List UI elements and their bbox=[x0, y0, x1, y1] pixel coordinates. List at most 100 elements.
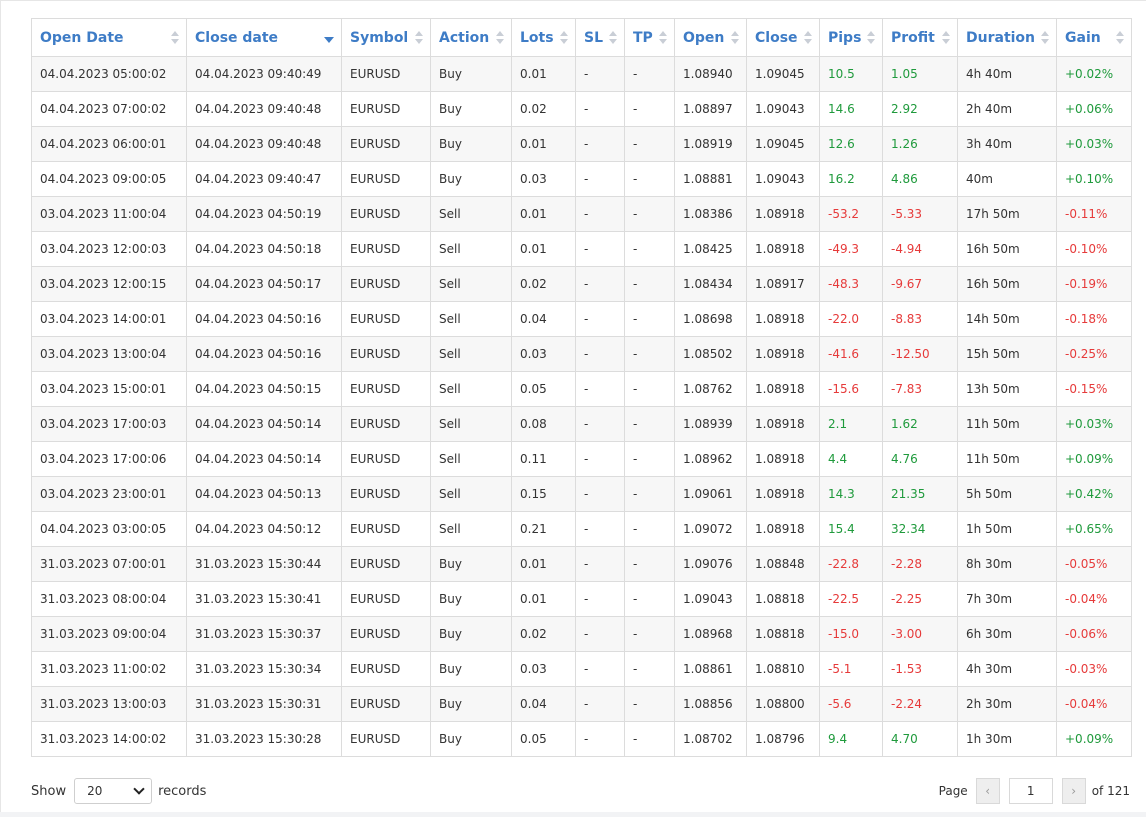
cell-gain: +0.03% bbox=[1056, 126, 1132, 162]
cell-action: Buy bbox=[430, 581, 512, 617]
table-row: 04.04.2023 05:00:02 04.04.2023 09:40:49 EU… bbox=[31, 56, 1132, 92]
cell-pips: -49.3 bbox=[819, 231, 883, 267]
cell-close-date: 04.04.2023 04:50:13 bbox=[186, 476, 342, 512]
column-header-symbol[interactable]: Symbol bbox=[341, 18, 431, 57]
cell-open-date: 31.03.2023 07:00:01 bbox=[31, 546, 187, 582]
records-per-page-select[interactable]: 20 bbox=[74, 778, 153, 804]
column-header-sl[interactable]: SL bbox=[575, 18, 625, 57]
cell-duration: 5h 50m bbox=[957, 476, 1057, 512]
cell-action: Sell bbox=[430, 231, 512, 267]
column-header-tp[interactable]: TP bbox=[624, 18, 675, 57]
cell-profit: 32.34 bbox=[882, 511, 958, 547]
cell-action: Sell bbox=[430, 301, 512, 337]
cell-duration: 11h 50m bbox=[957, 406, 1057, 442]
cell-tp: - bbox=[624, 441, 675, 477]
cell-gain: +0.42% bbox=[1056, 476, 1132, 512]
cell-profit: -9.67 bbox=[882, 266, 958, 302]
cell-symbol: EURUSD bbox=[341, 441, 431, 477]
cell-lots: 0.01 bbox=[511, 581, 576, 617]
cell-open-date: 04.04.2023 09:00:05 bbox=[31, 161, 187, 197]
cell-gain: -0.11% bbox=[1056, 196, 1132, 232]
cell-action: Sell bbox=[430, 336, 512, 372]
cell-symbol: EURUSD bbox=[341, 126, 431, 162]
records-per-page-value: 20 bbox=[87, 784, 103, 798]
column-header-label: Symbol bbox=[350, 29, 409, 46]
cell-open: 1.08698 bbox=[674, 301, 747, 337]
cell-close-date: 04.04.2023 04:50:15 bbox=[186, 371, 342, 407]
cell-action: Sell bbox=[430, 511, 512, 547]
sort-icon bbox=[496, 31, 504, 45]
page-number-input[interactable]: 1 bbox=[1008, 778, 1053, 804]
column-header-pips[interactable]: Pips bbox=[819, 18, 883, 57]
cell-lots: 0.03 bbox=[511, 651, 576, 687]
cell-open: 1.08940 bbox=[674, 56, 747, 92]
cell-action: Sell bbox=[430, 406, 512, 442]
column-header-close-date[interactable]: Close date bbox=[186, 18, 342, 57]
column-header-label: Duration bbox=[966, 29, 1036, 46]
cell-lots: 0.03 bbox=[511, 336, 576, 372]
column-header-gain[interactable]: Gain bbox=[1056, 18, 1132, 57]
column-header-close[interactable]: Close bbox=[746, 18, 820, 57]
cell-tp: - bbox=[624, 406, 675, 442]
column-header-profit[interactable]: Profit bbox=[882, 18, 958, 57]
cell-pips: 15.4 bbox=[819, 511, 883, 547]
table-row: 31.03.2023 13:00:03 31.03.2023 15:30:31 EU… bbox=[31, 686, 1132, 722]
cell-sl: - bbox=[575, 546, 625, 582]
cell-action: Buy bbox=[430, 651, 512, 687]
next-page-button[interactable]: › bbox=[1061, 778, 1086, 804]
cell-pips: -48.3 bbox=[819, 266, 883, 302]
cell-open-date: 31.03.2023 09:00:04 bbox=[31, 616, 187, 652]
cell-close-date: 31.03.2023 15:30:31 bbox=[186, 686, 342, 722]
cell-action: Sell bbox=[430, 196, 512, 232]
cell-lots: 0.04 bbox=[511, 686, 576, 722]
page-number-value: 1 bbox=[1026, 784, 1035, 798]
cell-duration: 1h 50m bbox=[957, 511, 1057, 547]
column-header-duration[interactable]: Duration bbox=[957, 18, 1057, 57]
cell-close: 1.08800 bbox=[746, 686, 820, 722]
cell-close: 1.09043 bbox=[746, 161, 820, 197]
cell-open-date: 03.04.2023 17:00:06 bbox=[31, 441, 187, 477]
cell-pips: -5.6 bbox=[819, 686, 883, 722]
column-header-open-date[interactable]: Open Date bbox=[31, 18, 187, 57]
sort-icon bbox=[1116, 31, 1124, 45]
cell-profit: -12.50 bbox=[882, 336, 958, 372]
cell-gain: -0.04% bbox=[1056, 581, 1132, 617]
sort-icon bbox=[804, 31, 812, 45]
cell-open-date: 04.04.2023 06:00:01 bbox=[31, 126, 187, 162]
column-header-open[interactable]: Open bbox=[674, 18, 747, 57]
cell-close-date: 31.03.2023 15:30:37 bbox=[186, 616, 342, 652]
prev-page-button[interactable]: ‹ bbox=[975, 778, 1000, 804]
cell-duration: 6h 30m bbox=[957, 616, 1057, 652]
chevron-right-icon: › bbox=[1071, 784, 1077, 798]
cell-gain: +0.03% bbox=[1056, 406, 1132, 442]
cell-close-date: 04.04.2023 04:50:17 bbox=[186, 266, 342, 302]
column-header-label: Open Date bbox=[40, 29, 124, 46]
cell-open: 1.08434 bbox=[674, 266, 747, 302]
cell-lots: 0.15 bbox=[511, 476, 576, 512]
cell-sl: - bbox=[575, 511, 625, 547]
cell-close: 1.08818 bbox=[746, 616, 820, 652]
cell-close: 1.08818 bbox=[746, 581, 820, 617]
column-header-action[interactable]: Action bbox=[430, 18, 512, 57]
cell-close: 1.08918 bbox=[746, 406, 820, 442]
cell-lots: 0.01 bbox=[511, 546, 576, 582]
chevron-left-icon: ‹ bbox=[985, 784, 991, 798]
column-header-label: Lots bbox=[520, 29, 554, 46]
cell-gain: -0.06% bbox=[1056, 616, 1132, 652]
page-label: Page bbox=[938, 784, 968, 798]
records-label: records bbox=[158, 783, 207, 799]
cell-profit: -2.28 bbox=[882, 546, 958, 582]
cell-gain: -0.04% bbox=[1056, 686, 1132, 722]
column-header-label: Pips bbox=[828, 29, 862, 46]
table-row: 03.04.2023 12:00:03 04.04.2023 04:50:18 EU… bbox=[31, 231, 1132, 267]
cell-open-date: 04.04.2023 05:00:02 bbox=[31, 56, 187, 92]
column-header-label: TP bbox=[633, 29, 653, 46]
cell-symbol: EURUSD bbox=[341, 686, 431, 722]
cell-profit: 4.76 bbox=[882, 441, 958, 477]
column-header-lots[interactable]: Lots bbox=[511, 18, 576, 57]
cell-close-date: 04.04.2023 09:40:48 bbox=[186, 126, 342, 162]
cell-lots: 0.11 bbox=[511, 441, 576, 477]
cell-duration: 4h 30m bbox=[957, 651, 1057, 687]
sort-descending-icon bbox=[324, 37, 334, 43]
